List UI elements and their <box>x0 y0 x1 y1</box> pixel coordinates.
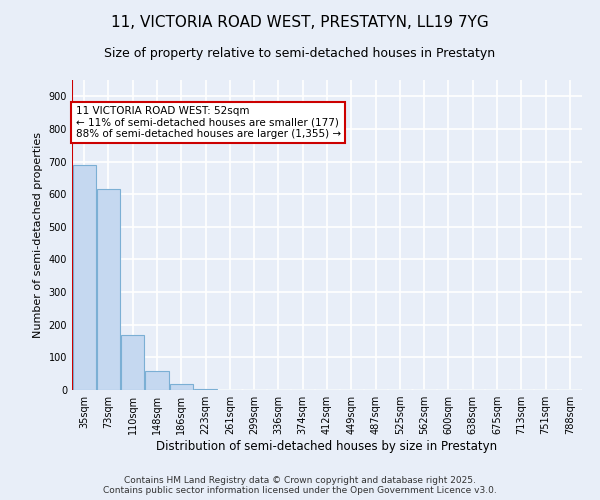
Text: Contains HM Land Registry data © Crown copyright and database right 2025.
Contai: Contains HM Land Registry data © Crown c… <box>103 476 497 495</box>
Y-axis label: Number of semi-detached properties: Number of semi-detached properties <box>33 132 43 338</box>
X-axis label: Distribution of semi-detached houses by size in Prestatyn: Distribution of semi-detached houses by … <box>157 440 497 453</box>
Text: Size of property relative to semi-detached houses in Prestatyn: Size of property relative to semi-detach… <box>104 48 496 60</box>
Bar <box>73 165 95 390</box>
Bar <box>194 389 217 390</box>
Bar <box>121 334 144 390</box>
Text: 11 VICTORIA ROAD WEST: 52sqm
← 11% of semi-detached houses are smaller (177)
88%: 11 VICTORIA ROAD WEST: 52sqm ← 11% of se… <box>76 106 341 140</box>
Bar <box>170 384 193 390</box>
Bar <box>97 190 120 390</box>
Bar <box>145 372 169 390</box>
Text: 11, VICTORIA ROAD WEST, PRESTATYN, LL19 7YG: 11, VICTORIA ROAD WEST, PRESTATYN, LL19 … <box>111 15 489 30</box>
